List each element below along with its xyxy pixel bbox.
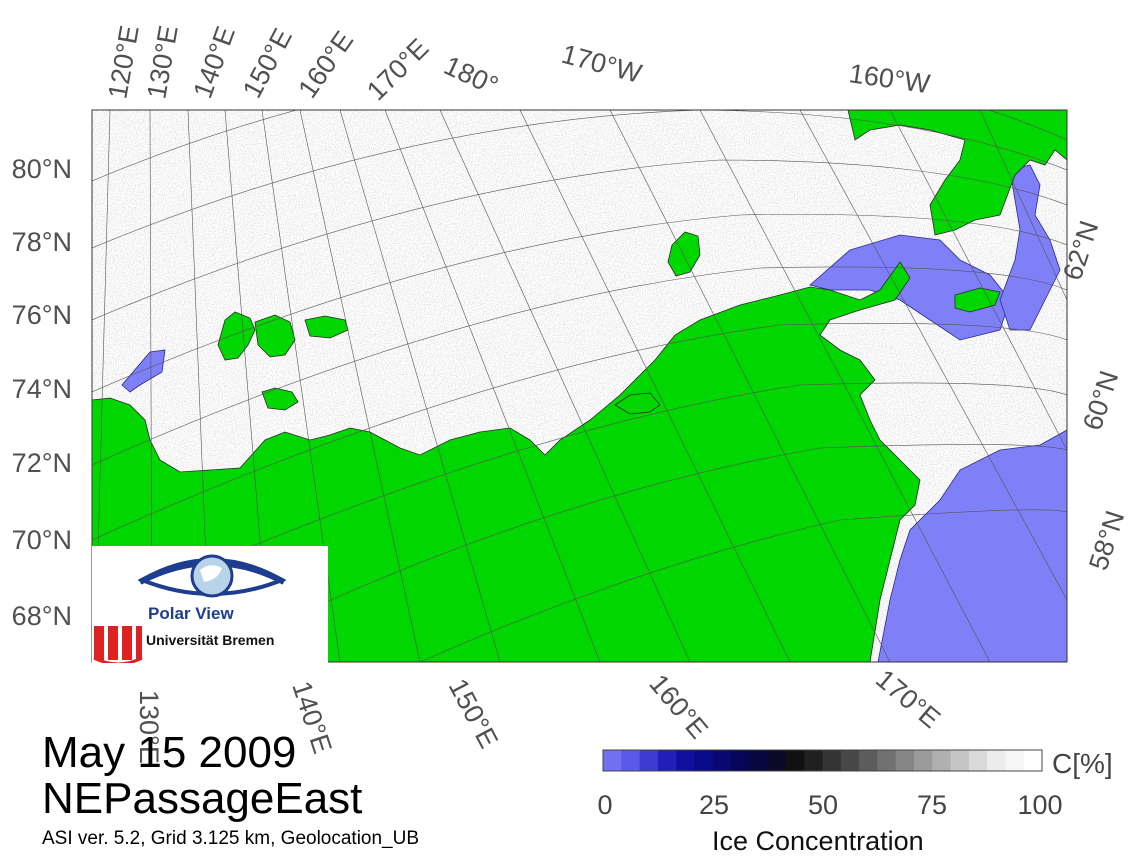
colorbar-tick-50: 50 xyxy=(807,790,839,820)
colorbar-swatch xyxy=(895,750,915,771)
colorbar-swatch xyxy=(913,750,933,771)
colorbar-tick-0: 0 xyxy=(597,790,613,820)
colorbar-swatch xyxy=(822,750,842,771)
logo-organization: Universität Bremen xyxy=(146,632,275,648)
lat-label-72n: 72°N xyxy=(12,448,72,478)
eye-globe-icon xyxy=(93,554,287,663)
colorbar-swatch xyxy=(676,750,696,771)
colorbar-swatch xyxy=(657,750,677,771)
lon-label-170w: 170°W xyxy=(558,39,645,89)
map-frame xyxy=(91,109,1068,663)
lon-label-170e: 170°E xyxy=(361,33,434,106)
lat-label-74n: 74°N xyxy=(12,374,72,404)
bering-sea-open-water xyxy=(877,429,1067,662)
lon-label-120e: 120°E xyxy=(102,23,144,101)
colorbar-swatch xyxy=(987,750,1007,771)
map-info: ASI ver. 5.2, Grid 3.125 km, Geolocation… xyxy=(42,828,420,849)
colorbar-swatch xyxy=(1023,750,1043,771)
colorbar-swatch xyxy=(785,750,805,771)
colorbar-swatch xyxy=(859,750,878,771)
colorbar-tick-75: 75 xyxy=(916,790,948,820)
polynya-east xyxy=(999,164,1061,331)
new-siberian-island-2 xyxy=(254,314,296,358)
left-latitude-labels: 80°N 78°N 76°N 74°N 72°N 70°N 68°N xyxy=(12,154,72,631)
colorbar-tick-25: 25 xyxy=(698,790,730,820)
university-bremen-logo xyxy=(93,626,143,663)
colorbar-swatch xyxy=(731,750,750,771)
colorbar-swatch xyxy=(639,750,659,771)
colorbar-swatch xyxy=(712,750,732,771)
lon-label-150e: 150°E xyxy=(237,24,298,103)
colorbar-title: Ice Concentration xyxy=(712,826,924,856)
colorbar-swatch xyxy=(950,750,970,771)
lon-label-130e: 130°E xyxy=(141,23,183,101)
colorbar-swatch xyxy=(767,750,787,771)
colorbar-tick-100: 100 xyxy=(1017,790,1063,820)
lon-label-bottom-170e: 170°E xyxy=(870,664,946,734)
colorbar-swatch xyxy=(932,750,952,771)
east-siberia-coast-island xyxy=(614,392,661,415)
lon-label-160e: 160°E xyxy=(292,26,359,104)
right-latitude-labels: 62°N 60°N 58°N xyxy=(1057,217,1130,574)
map-area xyxy=(92,110,1067,662)
colorbar-unit: C[%] xyxy=(1052,748,1113,779)
colorbar-swatch xyxy=(749,750,769,771)
lat-label-68n: 68°N xyxy=(12,601,72,631)
lon-label-160w: 160°W xyxy=(847,58,932,99)
lon-label-140e: 140°E xyxy=(187,22,240,102)
colorbar-frame xyxy=(602,749,1043,772)
lat-label-70n: 70°N xyxy=(12,525,72,555)
colorbar-swatch xyxy=(877,750,897,771)
lat-label-76n: 76°N xyxy=(12,300,72,330)
colorbar-swatch xyxy=(804,750,824,771)
colorbar-swatch xyxy=(694,750,714,771)
lon-label-180: 180° xyxy=(439,50,502,101)
lat-label-80n: 80°N xyxy=(12,154,72,184)
st-lawrence-island xyxy=(954,287,1001,313)
kotelny-island xyxy=(217,311,256,361)
latitude-grid xyxy=(92,110,1067,662)
lon-label-bottom-130e: 130°E xyxy=(134,690,164,764)
lat-label-60n: 60°N xyxy=(1077,367,1124,434)
colorbar xyxy=(602,749,1043,772)
lat-label-78n: 78°N xyxy=(12,227,72,257)
alaska-land xyxy=(847,110,1067,236)
wrangel-island xyxy=(667,231,701,277)
anadyr-gulf-open-water xyxy=(809,234,1011,341)
colorbar-swatch xyxy=(621,750,641,771)
colorbar-swatch xyxy=(603,750,622,771)
colorbar-swatch xyxy=(1005,750,1025,771)
polar-view-logo: Polar View Universität Bremen xyxy=(92,546,328,663)
lyakhovsky-island xyxy=(261,387,299,411)
map-date: May 15 2009 xyxy=(42,728,297,777)
top-longitude-labels: 120°E 130°E 140°E 150°E 160°E 170°E 180°… xyxy=(102,22,932,106)
colorbar-swatch xyxy=(968,750,988,771)
colorbar-swatch xyxy=(840,750,860,771)
logo-name: Polar View xyxy=(148,604,234,623)
lon-label-bottom-160e: 160°E xyxy=(643,669,713,745)
lat-label-58n: 58°N xyxy=(1083,507,1130,574)
lon-label-bottom-150e: 150°E xyxy=(443,674,504,753)
polynya-west xyxy=(121,349,166,393)
map-region: NEPassageEast xyxy=(42,774,363,823)
